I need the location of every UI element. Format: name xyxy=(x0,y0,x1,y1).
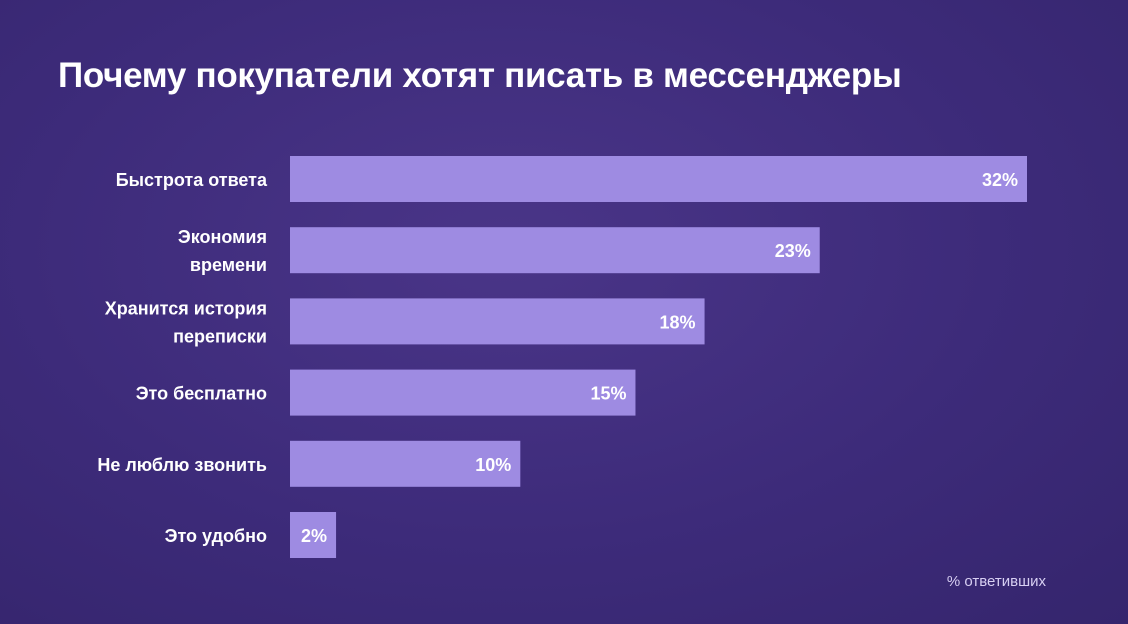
value-label-0: 32% xyxy=(982,170,1018,190)
bar-4 xyxy=(290,440,521,487)
category-label-line: Хранится история xyxy=(105,298,267,318)
category-label-line: Это удобно xyxy=(165,526,267,546)
category-label-line: Не люблю звонить xyxy=(97,455,267,475)
bar-1 xyxy=(290,227,820,274)
category-label-line: Экономия xyxy=(178,227,267,247)
category-label-1: Экономия времени xyxy=(178,227,267,275)
category-label-0: Быстрота ответа xyxy=(116,170,268,190)
category-label-line: Быстрота ответа xyxy=(116,170,268,190)
category-label-line: Это бесплатно xyxy=(136,384,267,404)
bar-3 xyxy=(290,369,636,416)
chart-title: Почему покупатели хотят писать в мессенд… xyxy=(58,56,902,95)
value-label-5: 2% xyxy=(301,526,327,546)
bars-layer: 32% Быстрота ответа 23% Экономия времени 18% Х… xyxy=(97,156,1027,558)
category-label-4: Не люблю звонить xyxy=(97,455,267,475)
category-label-5: Это удобно xyxy=(165,526,267,546)
value-label-2: 18% xyxy=(660,312,696,332)
category-label-2: Хранится история переписки xyxy=(105,298,267,346)
bar-5 xyxy=(290,512,337,558)
bar-0 xyxy=(290,156,1027,202)
category-label-line: времени xyxy=(190,255,267,275)
category-label-line: переписки xyxy=(173,326,267,346)
value-label-3: 15% xyxy=(590,384,626,404)
unit-note: % ответивших xyxy=(946,573,1046,590)
value-label-4: 10% xyxy=(475,455,511,475)
bar-2 xyxy=(290,298,705,345)
category-label-3: Это бесплатно xyxy=(136,384,267,404)
value-label-1: 23% xyxy=(775,241,811,261)
